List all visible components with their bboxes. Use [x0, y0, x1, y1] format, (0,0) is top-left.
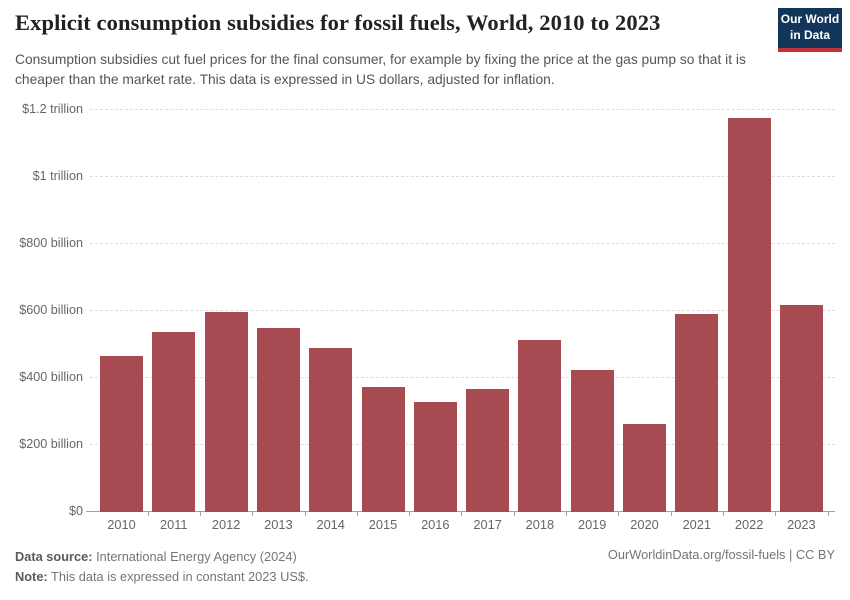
owid-logo[interactable]: Our World in Data — [778, 8, 842, 52]
y-tick-label: $200 billion — [19, 436, 83, 451]
x-tick-label-2016: 2016 — [421, 516, 450, 532]
gridline-800 — [90, 242, 835, 244]
y-tick-label: $1 trillion — [32, 168, 83, 183]
bar-2016[interactable] — [413, 402, 457, 512]
x-axis-tick — [775, 511, 777, 516]
x-axis-tick — [199, 511, 201, 516]
owid-logo-line1: Our World — [780, 12, 840, 27]
x-tick-label-2013: 2013 — [264, 516, 293, 532]
note-label: Note: — [15, 568, 48, 584]
bar-2010[interactable] — [100, 355, 143, 512]
page-title: Explicit consumption subsidies for fossi… — [15, 10, 661, 35]
bar-2017[interactable] — [466, 389, 510, 512]
x-tick-label-2014: 2014 — [316, 516, 345, 532]
y-tick-label: $400 billion — [19, 369, 83, 384]
bar-2018[interactable] — [518, 340, 562, 512]
x-axis-tick — [461, 511, 463, 516]
data-source-text: International Energy Agency (2024) — [92, 549, 297, 564]
owid-logo-line2: in Data — [789, 28, 830, 42]
chart-subtitle: Consumption subsidies cut fuel prices fo… — [15, 52, 746, 87]
x-axis-tick — [147, 511, 149, 516]
bar-2015[interactable] — [361, 386, 405, 512]
x-axis-tick — [304, 511, 306, 516]
y-tick-label: $1.2 trillion — [22, 102, 83, 116]
bar-2021[interactable] — [675, 314, 719, 512]
x-axis-tick — [356, 511, 358, 516]
gridline-1000 — [90, 175, 835, 177]
x-tick-label-2019: 2019 — [577, 516, 607, 532]
x-tick-label-2021: 2021 — [682, 516, 712, 532]
x-tick-label-2015: 2015 — [368, 516, 398, 532]
x-tick-label-2022: 2022 — [734, 516, 764, 532]
x-axis-tick — [252, 511, 254, 516]
gridline-200 — [90, 443, 835, 445]
bar-2023[interactable] — [779, 305, 823, 512]
footer-source-note: Data source: International Energy Agency… — [15, 547, 309, 587]
x-axis-tick — [670, 511, 672, 516]
x-axis-tick — [513, 511, 515, 516]
owid-url-link[interactable]: OurWorldinData.org/fossil-fuels | CC BY — [607, 547, 835, 562]
bar-2019[interactable] — [570, 370, 614, 512]
x-tick-label-2010: 2010 — [107, 516, 136, 532]
x-tick-label-2012: 2012 — [211, 516, 241, 532]
y-tick-label: $600 billion — [19, 302, 83, 317]
bar-2011[interactable] — [152, 331, 196, 512]
bar-2012[interactable] — [204, 312, 248, 512]
x-tick-label-2018: 2018 — [525, 516, 555, 532]
x-tick-label-2011: 2011 — [160, 516, 188, 532]
bar-2020[interactable] — [623, 423, 666, 512]
data-source-line: Data source: International Energy Agency… — [15, 547, 309, 567]
bar-2022[interactable] — [727, 118, 771, 512]
gridline-400 — [90, 376, 835, 378]
x-axis-tick — [722, 511, 724, 516]
y-tick-label: $0 — [68, 503, 83, 518]
x-axis-tick — [618, 511, 620, 516]
x-tick-label-2017: 2017 — [473, 516, 502, 532]
gridline-1200 — [90, 109, 835, 110]
x-axis-tick — [566, 511, 568, 516]
gridline-600 — [90, 309, 835, 311]
x-axis-line — [86, 510, 835, 512]
bar-2013[interactable] — [256, 328, 300, 512]
plot-area: $0 $200 billion $400 billion $600 billion $8… — [19, 102, 835, 532]
x-axis-tick — [409, 511, 411, 516]
x-tick-label-2023: 2023 — [787, 516, 816, 532]
x-tick-label-2020: 2020 — [630, 516, 659, 532]
note-text: This data is expressed in constant 2023 … — [47, 568, 309, 584]
y-tick-label: $800 billion — [19, 235, 83, 250]
data-source-label: Data source: — [15, 549, 93, 564]
bar-2014[interactable] — [309, 347, 353, 512]
x-axis-tick — [827, 511, 829, 516]
note-line: Note: This data is expressed in constant… — [15, 567, 309, 587]
